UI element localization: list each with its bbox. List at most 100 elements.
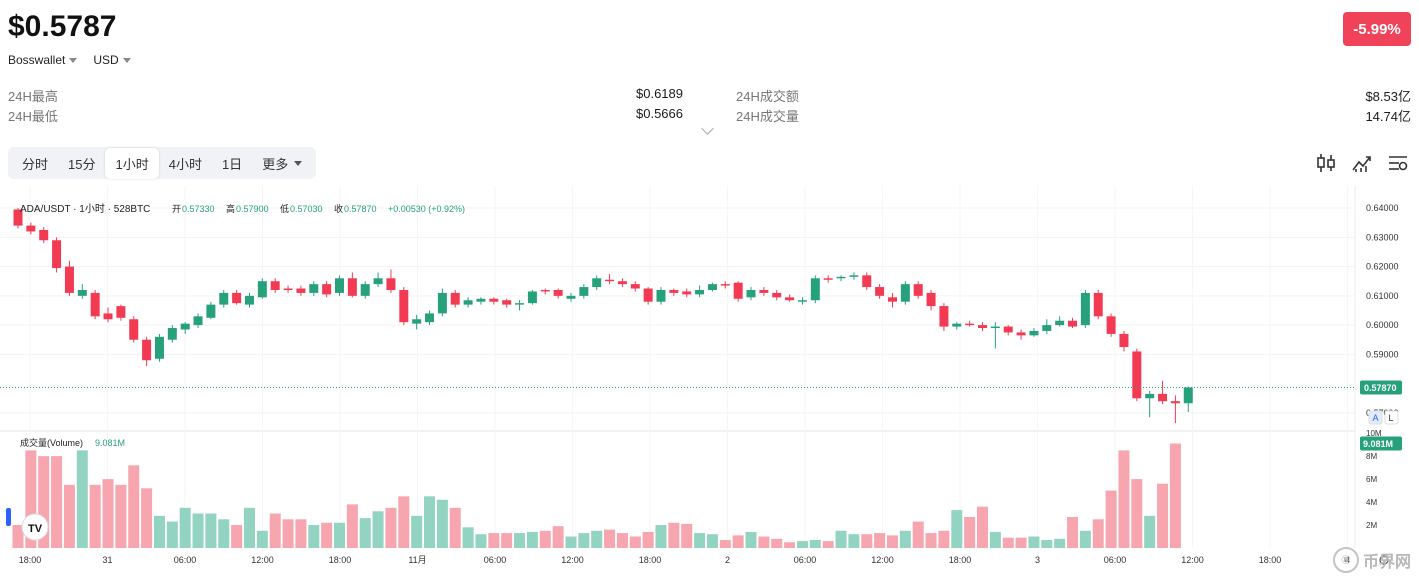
- candle: [322, 284, 332, 295]
- volume-bar: [63, 484, 75, 548]
- volume-bar: [912, 521, 924, 548]
- candle: [875, 287, 885, 296]
- tab-timeline[interactable]: 分时: [22, 156, 49, 172]
- indicator-icon[interactable]: [1351, 152, 1373, 174]
- candle: [296, 288, 306, 293]
- volume-bar: [282, 519, 294, 548]
- settings-sliders-icon[interactable]: [1387, 152, 1409, 174]
- volume-bar: [308, 525, 320, 548]
- close-label-legend: 收: [334, 203, 343, 214]
- volume-bar: [514, 533, 526, 548]
- volume-bar: [501, 533, 513, 548]
- volume-bar: [166, 521, 178, 548]
- scroll-handle[interactable]: [6, 508, 11, 526]
- open-label: 开: [172, 204, 181, 214]
- volume-value: 14.74亿: [1365, 109, 1411, 124]
- current-price: $0.5787: [8, 10, 117, 43]
- candle: [617, 281, 627, 285]
- time-tick-label: 06:00: [484, 555, 507, 565]
- scale-button-l[interactable]: [1384, 410, 1399, 425]
- candle: [1106, 316, 1116, 334]
- volume-bar: [964, 516, 976, 548]
- candle: [990, 326, 1000, 329]
- low-value: $0.5666: [636, 106, 683, 121]
- candle: [283, 288, 293, 290]
- candle: [527, 291, 537, 304]
- candle: [566, 295, 576, 299]
- volume-bar: [552, 526, 564, 548]
- expand-chevron-icon[interactable]: [701, 122, 714, 135]
- currency-selector-label: USD: [93, 53, 119, 67]
- volume-legend-label: 成交量(Volume): [20, 437, 83, 448]
- price-tick-label: 0.60000: [1366, 320, 1399, 330]
- volume-bar: [1079, 530, 1091, 548]
- caret-down-icon: [122, 57, 131, 63]
- volume-bar: [938, 530, 950, 548]
- price-chart[interactable]: 0.64000 0.63000 0.62000 0.61000 0.60000 0.590…: [0, 186, 1419, 579]
- tab-more[interactable]: 更多: [252, 148, 312, 179]
- volume-bar: [604, 529, 616, 548]
- volume-bar: [784, 542, 796, 548]
- volume-bar: [822, 541, 834, 548]
- volume-bar: [809, 539, 821, 548]
- candle: [1016, 332, 1026, 336]
- candle: [849, 275, 859, 277]
- tradingview-logo[interactable]: TV: [21, 513, 49, 541]
- volume-bar: [886, 535, 898, 548]
- last-volume-tag: [1360, 436, 1402, 451]
- candle: [669, 289, 679, 293]
- turnover-label: 24H成交额: [736, 89, 799, 104]
- volume-bar: [475, 534, 487, 548]
- candle: [77, 289, 87, 296]
- candle: [64, 266, 74, 293]
- tab-1h[interactable]: 1小时: [105, 147, 159, 179]
- candle: [232, 292, 242, 304]
- candle: [746, 289, 756, 298]
- price-tick-label: 0.59000: [1366, 349, 1399, 359]
- volume-bar: [179, 507, 191, 548]
- candle: [399, 289, 409, 323]
- volume-tick-label: 10M: [1366, 429, 1382, 438]
- candle: [643, 288, 653, 302]
- time-tick-label: 18:00: [329, 555, 352, 565]
- candle: [1132, 351, 1142, 399]
- high-label: 24H最高: [8, 89, 58, 104]
- time-tick-label: 18:00: [1259, 555, 1282, 565]
- volume-bar: [38, 456, 50, 548]
- volume-bar: [372, 511, 384, 548]
- candle: [26, 225, 36, 232]
- candle: [515, 303, 525, 305]
- volume-bar: [642, 531, 654, 548]
- exchange-selector[interactable]: Bosswallet: [8, 53, 78, 67]
- change-value-legend: +0.00530 (+0.92%): [388, 204, 465, 214]
- scale-button-a[interactable]: [1368, 410, 1383, 425]
- high-label-legend: 高: [226, 203, 235, 214]
- currency-selector[interactable]: USD: [93, 53, 131, 67]
- volume-bar: [565, 536, 577, 548]
- volume-bar: [745, 531, 757, 548]
- time-tick-label: 31: [102, 555, 112, 565]
- candle: [52, 240, 62, 269]
- candle: [1080, 292, 1090, 326]
- candle: [450, 292, 460, 305]
- candle: [1183, 387, 1193, 404]
- price-change-badge: -5.99%: [1343, 12, 1411, 46]
- price-tick-label: 0.63000: [1366, 232, 1399, 242]
- volume-bar: [835, 530, 847, 548]
- candle: [193, 316, 203, 326]
- volume-bar: [115, 484, 127, 548]
- candlestick-icon[interactable]: [1315, 152, 1337, 174]
- tab-1d[interactable]: 1日: [221, 156, 243, 172]
- candle: [836, 276, 846, 279]
- volume-bar: [977, 506, 988, 548]
- tab-4h[interactable]: 4小时: [168, 156, 202, 172]
- exchange-selector-label: Bosswallet: [8, 53, 66, 67]
- candle: [1093, 292, 1103, 317]
- tab-15m[interactable]: 15分: [68, 156, 96, 172]
- candle: [720, 284, 730, 286]
- volume-bar: [539, 530, 551, 548]
- open-value: 0.57330: [182, 204, 215, 214]
- candle: [219, 292, 229, 305]
- interval-tabs: 分时 15分 1小时 4小时 1日 更多: [8, 147, 317, 179]
- volume-bar: [128, 465, 140, 548]
